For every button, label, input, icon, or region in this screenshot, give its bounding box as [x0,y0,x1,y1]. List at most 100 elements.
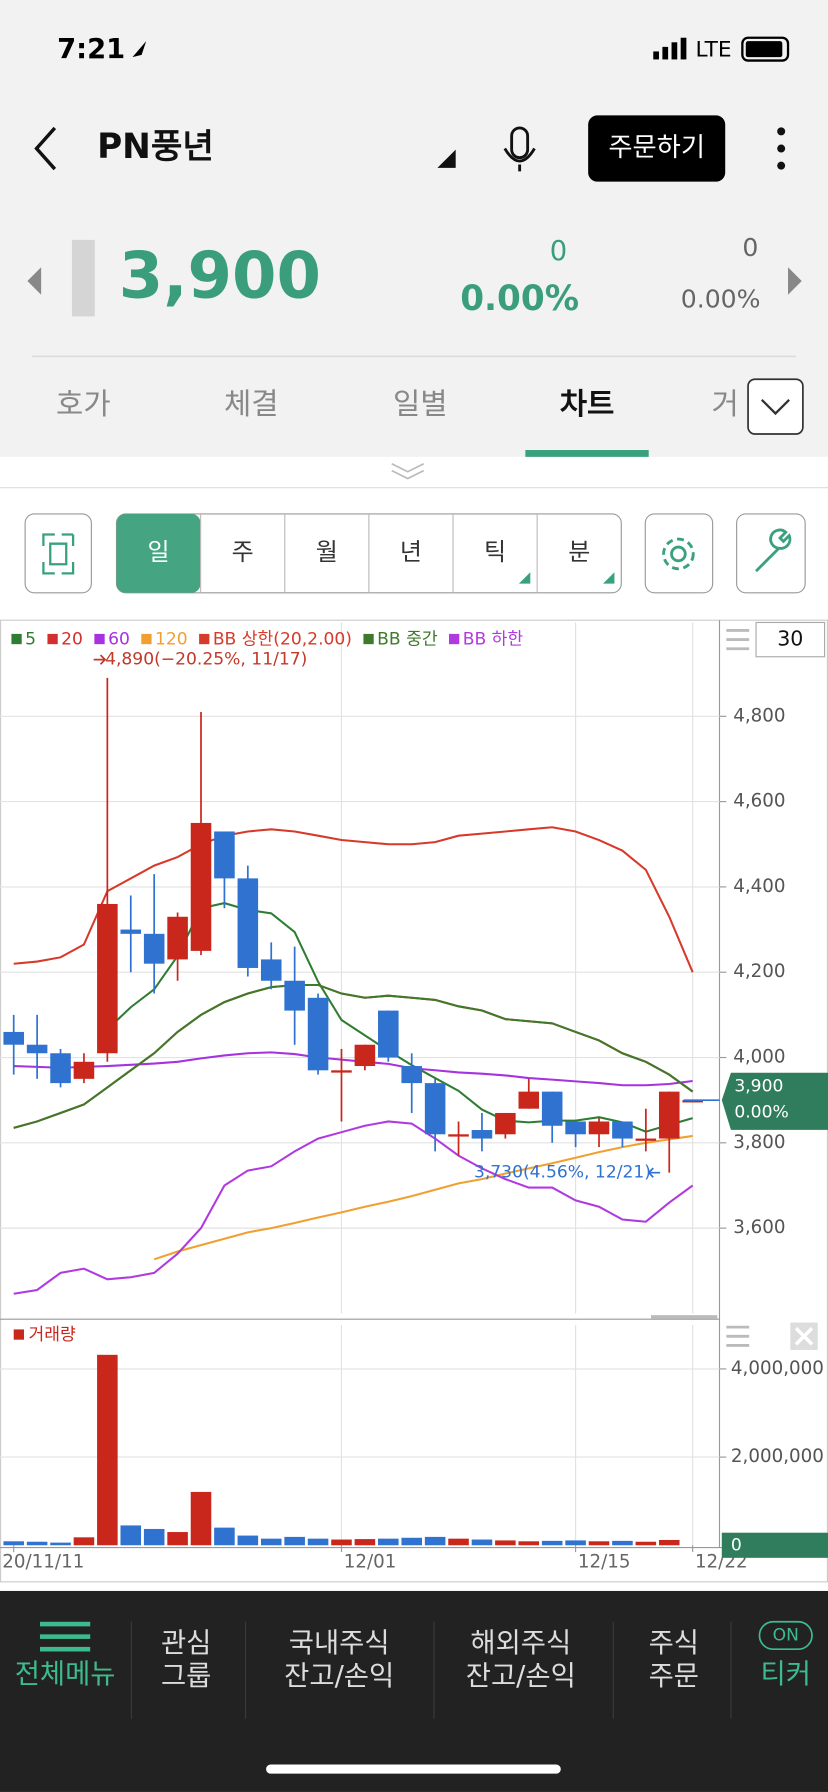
order-button-label[interactable]: 주문하기 [608,133,705,163]
volume-bar [50,1542,71,1546]
current-price: 3,900 [119,239,321,313]
change-rate: 0.00% [460,279,579,319]
location-icon [132,41,147,58]
period-button[interactable]: 일 [148,538,170,566]
back-button[interactable] [34,126,57,171]
battery-level [745,41,783,58]
volume-bar [378,1538,399,1546]
annotation-arrow [647,1167,661,1178]
volume-bar [190,1491,212,1546]
period-button[interactable]: 월 [316,538,338,566]
tab-indicator [525,450,649,457]
legend-swatch [47,633,58,645]
status-time: 7:21 [57,34,125,65]
annotation: 3,730(4.56%, 12/21) [474,1163,651,1183]
candle-body [260,959,282,981]
volume-bar [401,1537,422,1546]
count-box[interactable] [755,621,826,658]
candle-body [120,929,142,934]
legend-label: 60 [108,630,130,650]
price-tag-label: 3,900 [734,1076,783,1096]
legend-swatch [13,1329,24,1340]
tab-label[interactable]: 거 [712,387,739,422]
nav-label[interactable]: 해외주식 [470,1628,571,1659]
tab-label[interactable]: 호가 [56,387,111,422]
nav-label[interactable]: 전체메뉴 [15,1659,116,1690]
more-button[interactable] [777,127,786,170]
indicator-line [13,826,694,973]
volume-bar [284,1536,305,1546]
submenu-corner [518,572,531,584]
price-change: 0 [550,236,567,267]
legend-label: 20 [61,630,83,650]
fullscreen-button[interactable] [24,513,92,594]
menu-icon-bar [39,1634,91,1639]
nav-label[interactable]: 국내주식 [289,1628,390,1659]
y-tick-label: 4,600 [733,791,785,812]
volume-bar [448,1538,469,1546]
nav-label[interactable]: 주식 [649,1628,699,1659]
legend-swatch [449,633,460,645]
volume-menu-icon[interactable] [726,1325,750,1347]
tools-icon [755,528,792,573]
count-label[interactable]: 30 [777,627,803,651]
candle-body [635,1138,657,1141]
badge-label[interactable]: ON [773,1625,799,1645]
legend-label: 120 [155,630,188,650]
candle-body [167,916,188,960]
period-selected [116,513,201,593]
settings-icon [662,537,695,571]
x-tick-label: 12/15 [578,1551,631,1572]
collapse-handle[interactable] [391,462,425,480]
tab-more-button[interactable] [747,378,804,435]
tools-button[interactable] [736,513,806,594]
y-tick-label: 3,600 [733,1217,785,1238]
volume-bar [565,1540,586,1546]
period-button[interactable]: 년 [400,538,422,566]
menu-icon-bar [39,1646,91,1652]
volume-bar [3,1541,24,1546]
candle-body [354,1044,376,1067]
legend-swatch [363,633,374,645]
stock-title[interactable]: PN풍년 [97,127,214,167]
candle-body [495,1112,516,1135]
mic-button[interactable] [503,126,536,172]
annotation-arrow [93,654,107,665]
period-button[interactable]: 주 [232,538,254,566]
legend-label: 거래량 [29,1325,77,1345]
submenu-corner [603,572,615,584]
candle-body [378,1010,399,1058]
candle-body [682,1100,703,1103]
nav-label[interactable]: 주문 [649,1661,699,1692]
candle-body [658,1091,680,1139]
tab-label[interactable]: 일별 [393,387,448,422]
indicator-line [13,1120,694,1295]
settings-button[interactable] [644,513,714,594]
price-tag [721,1072,828,1130]
x-tick-label: 12/01 [344,1551,397,1572]
legend-label: BB 하한 [463,630,524,650]
period-button[interactable]: 분 [568,538,590,566]
nav-label[interactable]: 관심 [161,1628,211,1659]
candle-body [588,1121,610,1135]
chart-menu-icon[interactable] [726,629,750,651]
volume-bar [331,1539,352,1546]
volume-bar [424,1536,446,1546]
volume-bar [214,1527,235,1546]
volume-bar [73,1537,95,1546]
nav-label[interactable]: 잔고/손익 [284,1661,394,1692]
tab-label[interactable]: 체결 [224,387,279,422]
tab-label[interactable]: 차트 [560,387,615,422]
nav-label[interactable]: 잔고/손익 [466,1661,576,1692]
y-tick-label: 2,000,000 [731,1446,824,1467]
order-button[interactable] [588,115,726,182]
candle-body [565,1121,586,1135]
volume-bar [143,1528,165,1546]
prev-stock[interactable] [27,267,42,295]
nav-label[interactable]: 티커 [761,1659,811,1690]
nav-label[interactable]: 그룹 [161,1661,211,1692]
top-bg [0,0,828,457]
period-button[interactable]: 틱 [484,538,506,566]
next-stock[interactable] [788,267,802,295]
volume-bar [237,1535,259,1546]
